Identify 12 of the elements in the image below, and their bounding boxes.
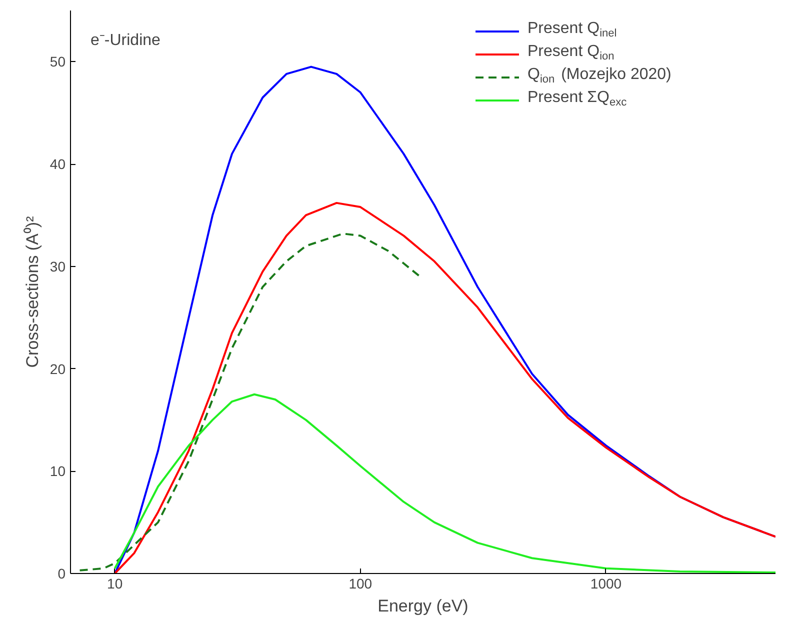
annotation: e⁻-Uridine <box>90 32 161 49</box>
x-axis-title: Energy (eV) <box>378 596 468 616</box>
y-tick-label: 10 <box>50 463 66 480</box>
y-axis-title: Cross-sections (A⁰)² <box>22 216 42 368</box>
x-tick-label: 10 <box>107 576 123 592</box>
x-tick-label: 100 <box>348 576 372 592</box>
x-tick-label: 1000 <box>590 576 622 592</box>
y-tick-label: 0 <box>58 566 66 582</box>
y-tick-label: 50 <box>50 54 66 70</box>
y-tick-label: 20 <box>50 360 66 377</box>
y-tick-label: 40 <box>50 156 66 172</box>
y-tick-label: 30 <box>50 258 66 274</box>
